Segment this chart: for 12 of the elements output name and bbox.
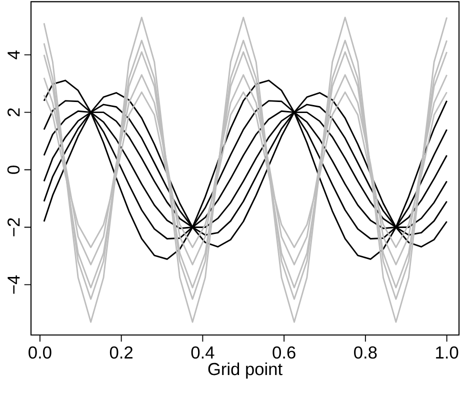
y-tick-label: 4 [8, 50, 20, 60]
x-tick-label: 0.2 [110, 346, 132, 359]
x-tick-label: 0.0 [28, 346, 52, 359]
x-tick-label: 0.4 [191, 346, 214, 359]
x-tick-label: 0.8 [354, 346, 377, 359]
y-tick-label: −4 [8, 275, 20, 294]
y-tick-label: −2 [8, 218, 20, 236]
x-tick-label: 1.0 [436, 346, 458, 359]
y-tick-label: 2 [8, 108, 20, 116]
y-tick-label: 0 [7, 166, 20, 174]
x-axis-title: Grid point [208, 362, 282, 379]
x-tick-label: 0.6 [272, 346, 296, 359]
